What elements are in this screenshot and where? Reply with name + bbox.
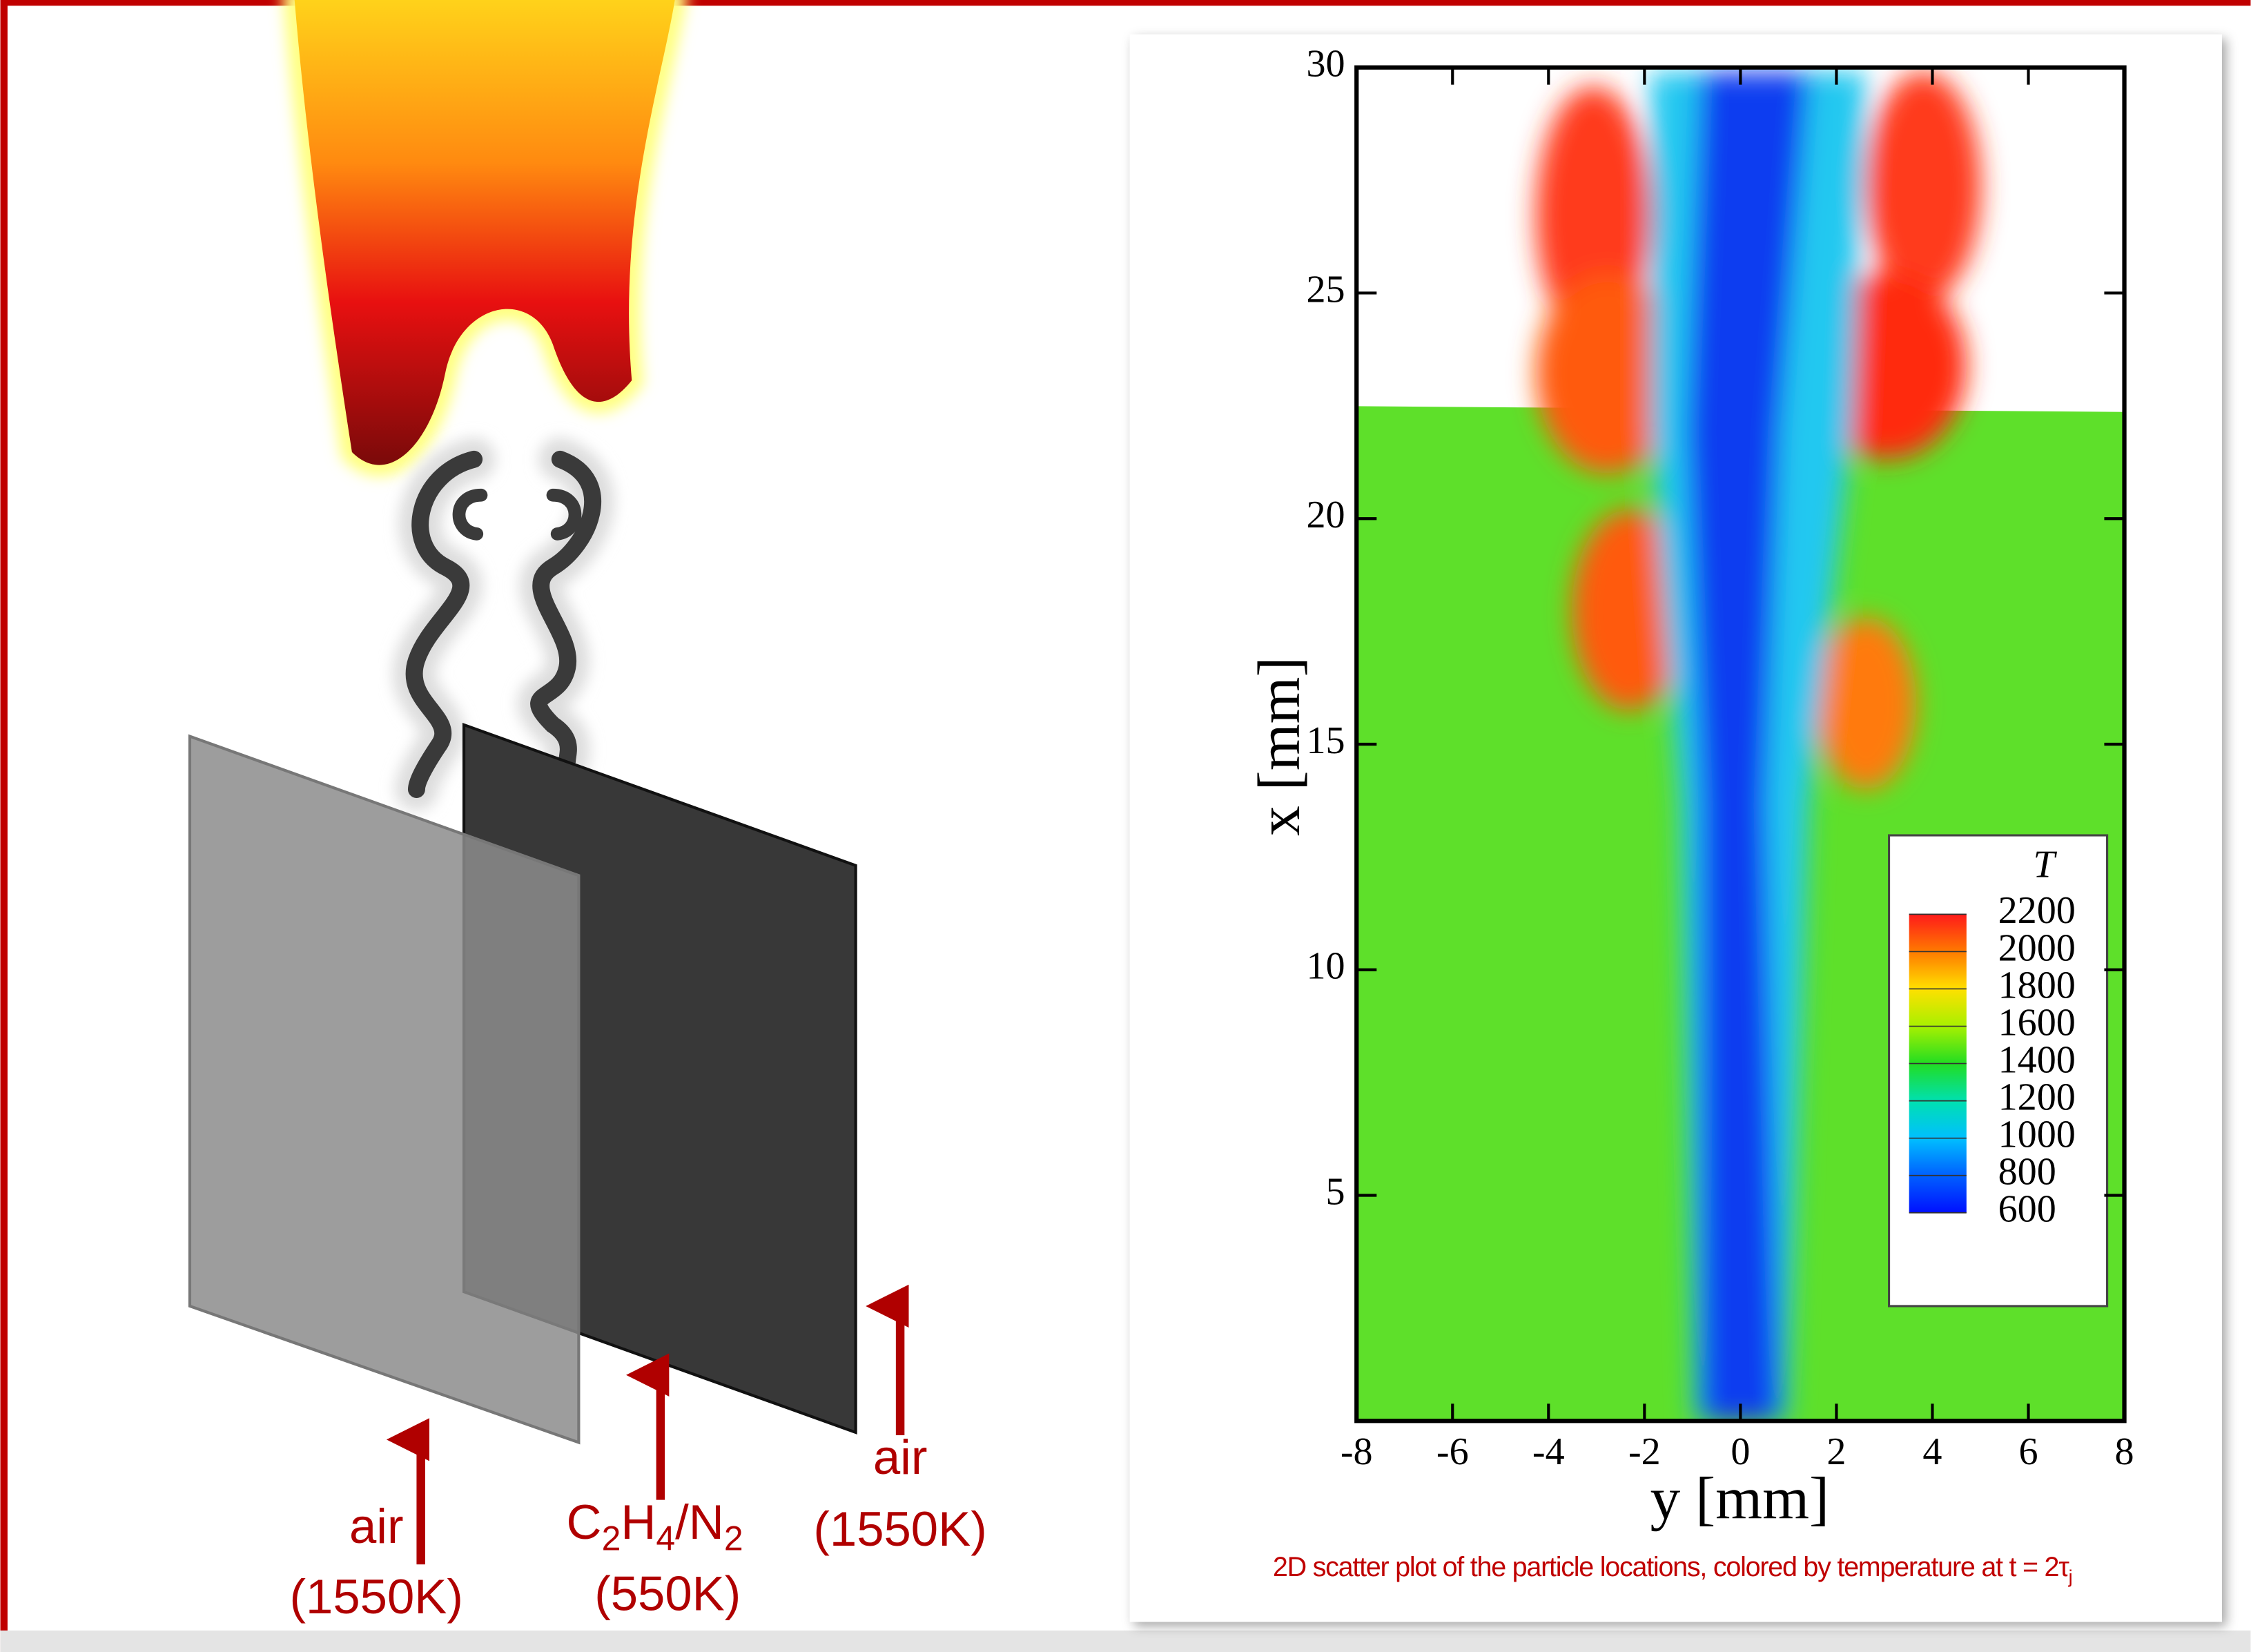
x-tick-label: -6 xyxy=(1436,1430,1469,1473)
label: C2H4/N2 xyxy=(567,1495,743,1558)
colorbar-label: 1000 xyxy=(1998,1114,2076,1156)
label-part: H xyxy=(621,1495,656,1549)
label-sub: 2 xyxy=(602,1519,621,1557)
colorbar-segment xyxy=(1909,1101,1967,1138)
x-tick-label: 4 xyxy=(1922,1430,1942,1473)
colorbar-label: 1200 xyxy=(1998,1076,2076,1119)
label: (550K) xyxy=(594,1566,741,1621)
frame-bottom xyxy=(1,1631,2251,1652)
x-tick-label: 2 xyxy=(1826,1430,1846,1473)
y-tick-label: 10 xyxy=(1306,945,1345,988)
colorbar-label: 1400 xyxy=(1998,1038,2076,1081)
label-sub: 2 xyxy=(724,1519,743,1557)
colorbar-segment xyxy=(1909,1138,1967,1176)
label-part: C xyxy=(567,1495,602,1549)
colorbar-segment xyxy=(1909,1027,1967,1064)
colorbar-segment xyxy=(1909,989,1967,1026)
label: (1550K) xyxy=(813,1502,986,1556)
x-axis-label: y [mm] xyxy=(1650,1465,1829,1532)
label-sub: 4 xyxy=(656,1519,675,1557)
x-tick-label: -4 xyxy=(1532,1430,1565,1473)
label-part: /N xyxy=(675,1495,724,1549)
y-tick-label: 5 xyxy=(1326,1170,1345,1213)
colorbar-label: 2000 xyxy=(1998,926,2076,969)
colorbar-segment xyxy=(1909,951,1967,989)
caption-text: 2D scatter plot of the particle location… xyxy=(1273,1552,2069,1582)
label: air xyxy=(349,1499,404,1553)
colorbar-segment xyxy=(1909,914,1967,951)
colorbar-segment xyxy=(1909,1176,1967,1213)
y-tick-label: 20 xyxy=(1306,494,1345,536)
colorbar-segment xyxy=(1909,1064,1967,1101)
colorbar-label: 600 xyxy=(1998,1188,2056,1231)
x-tick-label: -8 xyxy=(1341,1430,1373,1473)
colorbar-label: 1800 xyxy=(1998,964,2076,1007)
frame-left xyxy=(1,0,8,1652)
page: {"diagram": {"labels": { "left_air": {"n… xyxy=(0,0,2251,1652)
x-tick-label: 6 xyxy=(2018,1430,2038,1473)
label: (1550K) xyxy=(290,1569,463,1624)
colorbar-label: 800 xyxy=(1998,1151,2056,1194)
y-tick-label: 30 xyxy=(1306,43,1345,86)
colorbar-label: 1600 xyxy=(1998,1001,2076,1044)
figure: air (1550K) C2H4/N2 (550K) air (1550K) 2… xyxy=(0,0,2251,1652)
caption: 2D scatter plot of the particle location… xyxy=(1273,1552,2072,1587)
colorbar-label: 2200 xyxy=(1998,889,2076,932)
caption-sub: j xyxy=(2068,1566,2072,1587)
y-axis-label: x [mm] xyxy=(1245,657,1312,835)
y-tick-label: 25 xyxy=(1306,268,1345,311)
colorbar-title: T xyxy=(2033,844,2057,886)
label: air xyxy=(873,1430,928,1484)
x-tick-label: 8 xyxy=(2114,1430,2134,1473)
